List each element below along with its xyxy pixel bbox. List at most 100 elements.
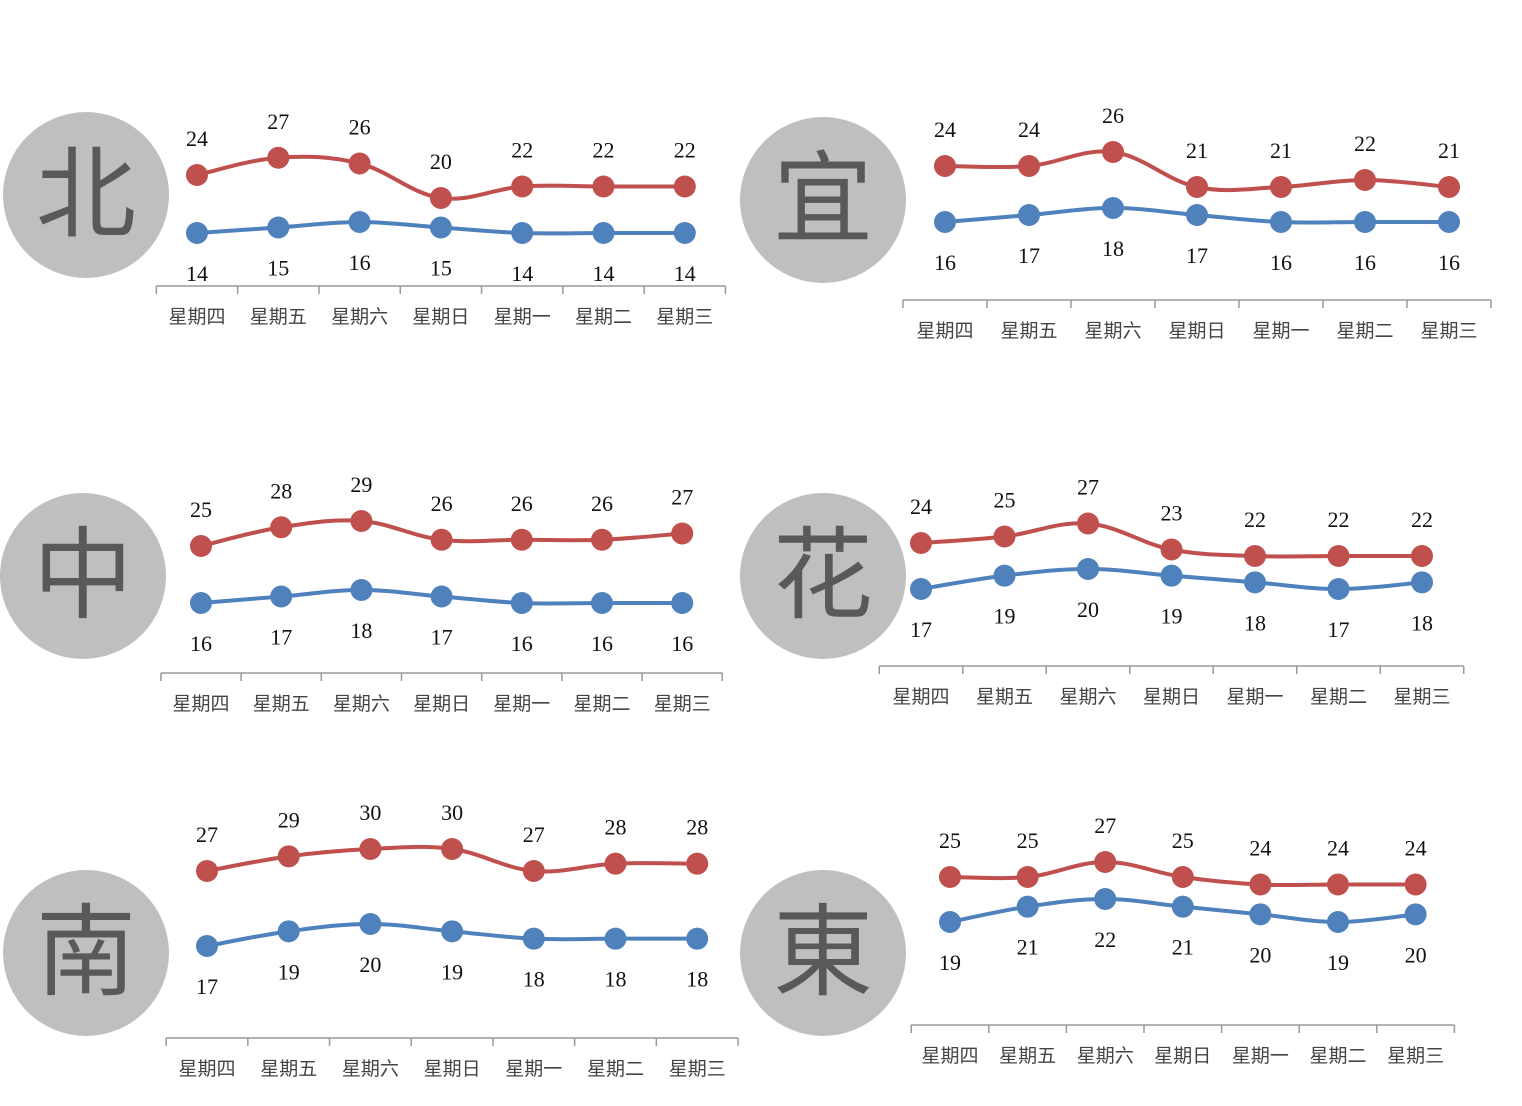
high-temp-point (511, 175, 534, 198)
high-temp-point (522, 860, 545, 882)
low-temp-label: 16 (591, 631, 613, 656)
low-temp-point (190, 592, 212, 614)
x-tick-label: 星期六 (333, 693, 390, 715)
high-temp-label: 28 (605, 815, 627, 840)
low-temp-point (270, 585, 293, 608)
low-temp-label: 18 (686, 967, 708, 992)
x-tick-label: 星期五 (250, 306, 307, 328)
low-temp-point (673, 222, 696, 244)
low-temp-label: 21 (1017, 935, 1039, 960)
x-tick-label: 星期日 (424, 1058, 481, 1080)
x-tick-label: 星期六 (342, 1058, 399, 1080)
high-temp-point (1249, 873, 1272, 896)
low-temp-label: 16 (190, 631, 212, 656)
high-temp-label: 26 (431, 491, 453, 516)
x-tick-label: 星期日 (412, 306, 469, 328)
low-temp-label: 14 (674, 261, 696, 286)
region-badge-label: 中 (33, 517, 133, 634)
high-temp-label: 21 (1186, 138, 1208, 163)
x-tick-label: 星期日 (1154, 1045, 1211, 1067)
high-temp-label: 26 (591, 491, 613, 516)
high-temp-label: 26 (1102, 103, 1124, 128)
low-temp-point (1018, 204, 1040, 226)
high-temp-point (1160, 538, 1183, 561)
high-temp-label: 28 (686, 815, 708, 840)
x-tick-label: 星期二 (1336, 320, 1393, 342)
high-temp-point (190, 535, 212, 557)
low-temp-label: 16 (1354, 250, 1376, 275)
low-temp-label: 15 (430, 256, 452, 281)
low-temp-label: 20 (1249, 942, 1271, 967)
low-temp-point (1327, 578, 1350, 600)
low-temp-label: 14 (593, 261, 615, 286)
high-temp-point (1354, 169, 1376, 191)
high-temp-point (1270, 176, 1292, 198)
low-temp-point (993, 564, 1016, 587)
x-tick-label: 星期日 (413, 693, 470, 715)
high-temp-label: 21 (1438, 138, 1460, 163)
x-tick-label: 星期一 (493, 693, 550, 715)
low-temp-label: 16 (511, 631, 533, 656)
low-temp-label: 18 (350, 618, 372, 643)
low-temp-label: 20 (359, 952, 381, 977)
low-temp-point (196, 935, 218, 957)
region-badge-label: 宜 (773, 141, 873, 258)
x-tick-label: 星期四 (916, 320, 973, 342)
high-temp-point (1327, 873, 1349, 896)
region-badge-label: 南 (36, 894, 136, 1011)
high-temp-point (1404, 873, 1427, 896)
high-temp-point (267, 146, 290, 169)
low-temp-label: 19 (1161, 604, 1183, 629)
low-temp-point (1404, 903, 1427, 926)
low-temp-point (934, 211, 956, 233)
low-temp-point (1411, 571, 1433, 594)
low-temp-point (1249, 903, 1272, 926)
high-temp-point (1327, 545, 1350, 567)
low-temp-point (441, 920, 464, 943)
low-temp-point (604, 927, 627, 950)
high-temp-label: 25 (1017, 828, 1039, 853)
low-temp-label: 16 (934, 250, 956, 275)
region-badge-label: 東 (773, 894, 873, 1011)
low-temp-label: 16 (671, 631, 693, 656)
high-temp-label: 27 (267, 109, 289, 134)
high-temp-label: 22 (511, 138, 533, 163)
high-temp-label: 24 (1249, 836, 1271, 861)
high-temp-label: 28 (270, 478, 292, 503)
high-temp-label: 27 (196, 822, 218, 847)
high-temp-point (934, 155, 956, 177)
low-temp-label: 19 (278, 959, 300, 984)
temperature-chart: 星期四 星期五 星期六 星期日 星期一 星期二 星期三 24 25 27 23 22 22 22 17 19 2… (878, 475, 1465, 708)
high-temp-point (1016, 866, 1039, 888)
x-tick-label: 星期四 (892, 686, 949, 708)
high-temp-point (277, 845, 300, 868)
low-temp-point (186, 222, 208, 244)
low-temp-point (350, 579, 373, 601)
low-temp-label: 17 (910, 617, 932, 642)
high-temp-point (686, 852, 709, 875)
high-temp-point (348, 152, 371, 175)
high-temp-label: 29 (278, 807, 300, 832)
low-temp-label: 18 (523, 967, 545, 992)
x-tick-label: 星期三 (654, 693, 711, 715)
x-tick-label: 星期一 (1226, 686, 1283, 708)
high-temp-label: 22 (674, 138, 696, 163)
x-tick-label: 星期一 (1232, 1045, 1289, 1067)
high-temp-label: 26 (349, 115, 371, 140)
high-temp-label: 26 (511, 491, 533, 516)
temperature-chart: 星期四 星期五 星期六 星期日 星期一 星期二 星期三 27 29 30 30 27 28 28 17 19 2… (165, 800, 739, 1080)
high-temp-label: 24 (910, 494, 932, 519)
low-temp-label: 21 (1172, 935, 1194, 960)
x-tick-label: 星期三 (669, 1058, 726, 1080)
low-temp-label: 17 (1186, 243, 1208, 268)
high-temp-label: 22 (1411, 507, 1433, 532)
region-badge-east: 東 (740, 870, 906, 1036)
high-temp-point (1244, 545, 1266, 567)
low-temp-label: 20 (1077, 597, 1099, 622)
low-temp-point (671, 592, 694, 614)
low-temp-point (910, 578, 932, 600)
low-temp-point (1171, 895, 1194, 918)
high-temp-label: 27 (1094, 813, 1116, 838)
low-temp-label: 19 (1327, 950, 1349, 975)
